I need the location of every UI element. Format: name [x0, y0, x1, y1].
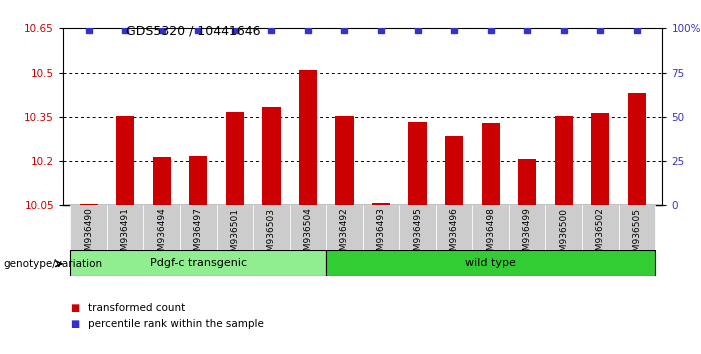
Bar: [582, 205, 618, 250]
Bar: [116, 116, 135, 205]
Text: ■: ■: [70, 303, 79, 313]
Text: GSM936500: GSM936500: [559, 207, 569, 263]
Bar: [180, 205, 217, 250]
Bar: [591, 113, 609, 205]
Bar: [226, 112, 244, 205]
Text: GSM936499: GSM936499: [523, 207, 532, 262]
Bar: [372, 203, 390, 205]
Text: GSM936502: GSM936502: [596, 207, 605, 262]
Bar: [107, 205, 144, 250]
Bar: [400, 205, 436, 250]
Bar: [189, 156, 207, 205]
Bar: [335, 116, 353, 205]
Bar: [290, 205, 326, 250]
Text: Pdgf-c transgenic: Pdgf-c transgenic: [150, 258, 247, 268]
Bar: [627, 93, 646, 205]
Text: genotype/variation: genotype/variation: [4, 259, 102, 269]
Text: transformed count: transformed count: [88, 303, 185, 313]
Bar: [409, 122, 427, 205]
Text: GDS5320 / 10441646: GDS5320 / 10441646: [126, 25, 261, 38]
Text: GSM936503: GSM936503: [267, 207, 276, 263]
Bar: [144, 205, 180, 250]
Bar: [363, 205, 400, 250]
Bar: [253, 205, 290, 250]
Bar: [217, 205, 253, 250]
Text: percentile rank within the sample: percentile rank within the sample: [88, 319, 264, 329]
Bar: [545, 205, 582, 250]
Bar: [472, 205, 509, 250]
Text: GSM936493: GSM936493: [376, 207, 386, 262]
Text: GSM936501: GSM936501: [231, 207, 239, 263]
Text: GSM936492: GSM936492: [340, 207, 349, 262]
Text: GSM936491: GSM936491: [121, 207, 130, 262]
Bar: [326, 205, 363, 250]
Bar: [436, 205, 472, 250]
Bar: [326, 250, 655, 276]
Text: GSM936495: GSM936495: [413, 207, 422, 262]
Bar: [554, 116, 573, 205]
Text: GSM936494: GSM936494: [157, 207, 166, 262]
Bar: [509, 205, 545, 250]
Text: GSM936497: GSM936497: [193, 207, 203, 262]
Text: GSM936498: GSM936498: [486, 207, 495, 262]
Text: GSM936496: GSM936496: [449, 207, 458, 262]
Text: wild type: wild type: [465, 258, 516, 268]
Text: GSM936504: GSM936504: [304, 207, 313, 262]
Bar: [70, 250, 326, 276]
Bar: [482, 123, 500, 205]
Bar: [70, 205, 107, 250]
Bar: [618, 205, 655, 250]
Bar: [445, 136, 463, 205]
Text: ■: ■: [70, 319, 79, 329]
Bar: [299, 70, 317, 205]
Text: GSM936490: GSM936490: [84, 207, 93, 262]
Text: GSM936505: GSM936505: [632, 207, 641, 263]
Bar: [153, 157, 171, 205]
Bar: [262, 107, 280, 205]
Bar: [518, 159, 536, 205]
